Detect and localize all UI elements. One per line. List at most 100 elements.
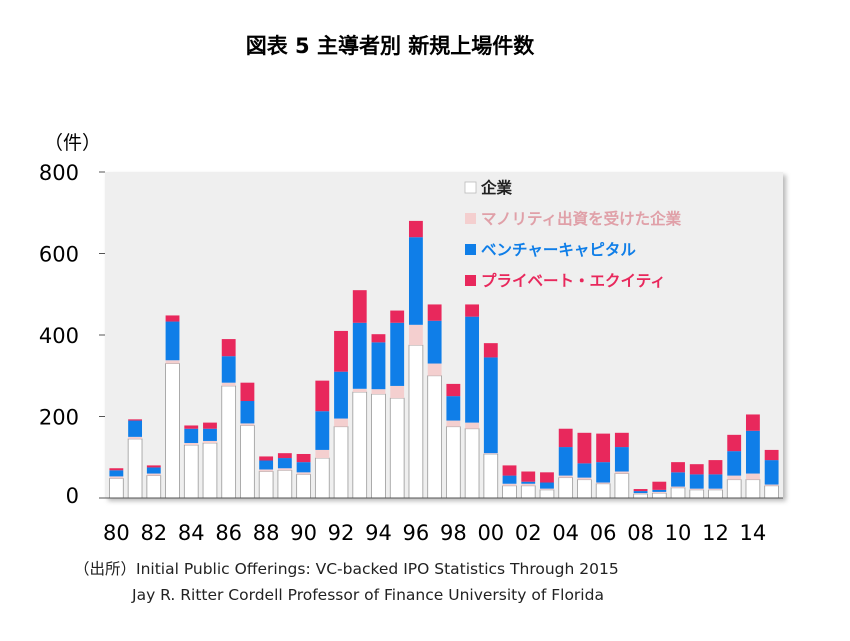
x-tick-label-02: 02 bbox=[515, 521, 542, 545]
bar-segment-12-s2 bbox=[708, 474, 723, 489]
x-tick-label-98: 98 bbox=[440, 521, 467, 545]
bar-segment-05-s0 bbox=[577, 479, 592, 499]
bar-segment-03-s0 bbox=[539, 489, 555, 499]
bar-segment-02-s2 bbox=[521, 481, 536, 484]
bar-segment-95-s1 bbox=[390, 385, 405, 399]
bar-segment-97-s2 bbox=[427, 320, 442, 364]
bar-segment-06-s3 bbox=[596, 433, 611, 463]
bar-segment-96-s3 bbox=[408, 220, 423, 238]
bar-segment-89-s1 bbox=[277, 468, 292, 471]
bar-segment-02-s3 bbox=[521, 471, 536, 482]
bar-segment-82-s3 bbox=[146, 465, 161, 468]
legend-label-2: ベンチャーキャピタル bbox=[481, 241, 636, 259]
bar-segment-98-s2 bbox=[446, 396, 461, 421]
bar-segment-03-s3 bbox=[540, 472, 554, 483]
bar-segment-86-s2 bbox=[221, 356, 236, 383]
bar-segment-87-s3 bbox=[240, 382, 255, 402]
bar-segment-15-s0 bbox=[764, 485, 779, 499]
bar-segment-11-s1 bbox=[689, 488, 704, 490]
bar-segment-00-s3 bbox=[483, 343, 498, 358]
x-tick-label-12: 12 bbox=[702, 521, 729, 545]
bar-segment-15-s3 bbox=[764, 449, 779, 461]
bar-segment-98-s1 bbox=[446, 420, 461, 427]
bar-segment-15-s1 bbox=[764, 484, 779, 486]
y-tick-label-400: 400 bbox=[39, 324, 79, 348]
bar-segment-07-s2 bbox=[614, 447, 629, 472]
bar-segment-93-s1 bbox=[352, 388, 367, 393]
bar-segment-14-s2 bbox=[745, 430, 760, 474]
bar-segment-93-s2 bbox=[352, 322, 367, 389]
bar-segment-91-s1 bbox=[315, 449, 330, 459]
bar-segment-85-s2 bbox=[203, 428, 217, 441]
bar-segment-91-s3 bbox=[315, 380, 330, 412]
bar-segment-82-s1 bbox=[146, 473, 161, 476]
bar-segment-92-s2 bbox=[334, 371, 348, 419]
bar-segment-05-s1 bbox=[577, 477, 592, 480]
bar-segment-06-s2 bbox=[596, 462, 611, 483]
bar-segment-06-s0 bbox=[595, 483, 611, 499]
bar-segment-95-s0 bbox=[389, 397, 405, 499]
legend-swatch-0 bbox=[464, 181, 477, 194]
x-tick-label-86: 86 bbox=[215, 521, 242, 545]
bar-segment-06-s1 bbox=[596, 482, 611, 484]
bar-segment-04-s2 bbox=[558, 447, 573, 476]
bar-segment-80-s2 bbox=[109, 470, 124, 477]
bar-segment-89-s0 bbox=[277, 469, 293, 499]
bar-segment-84-s0 bbox=[183, 444, 199, 499]
bar-segment-81-s0 bbox=[127, 438, 143, 499]
bar-segment-83-s2 bbox=[165, 321, 180, 361]
bar-segment-07-s3 bbox=[614, 432, 629, 448]
bar-segment-13-s2 bbox=[727, 451, 742, 476]
bar-segment-94-s0 bbox=[371, 393, 386, 499]
y-tick-label-800: 800 bbox=[39, 161, 79, 185]
bar-segment-81-s2 bbox=[128, 420, 143, 437]
legend-swatch-2 bbox=[465, 244, 476, 255]
bar-segment-94-s1 bbox=[371, 389, 386, 395]
bar-segment-01-s0 bbox=[502, 485, 517, 499]
x-tick-label-92: 92 bbox=[328, 521, 355, 545]
bar-segment-13-s1 bbox=[727, 475, 742, 480]
bar-segment-96-s1 bbox=[408, 324, 423, 346]
bar-segment-88-s1 bbox=[259, 469, 274, 472]
bar-segment-96-s2 bbox=[408, 237, 423, 325]
bar-segment-11-s3 bbox=[689, 464, 704, 475]
bar-segment-04-s3 bbox=[558, 428, 573, 448]
bar-segment-01-s1 bbox=[502, 483, 517, 486]
bar-segment-81-s1 bbox=[128, 436, 143, 439]
bar-segment-10-s1 bbox=[671, 486, 685, 488]
bar-segment-02-s0 bbox=[520, 485, 536, 499]
bar-segment-00-s2 bbox=[483, 357, 498, 454]
x-tick-label-94: 94 bbox=[365, 521, 392, 545]
bar-segment-12-s3 bbox=[708, 460, 723, 475]
bar-segment-07-s0 bbox=[614, 473, 630, 499]
bar-segment-01-s3 bbox=[502, 465, 517, 476]
bar-segment-86-s1 bbox=[221, 382, 236, 386]
x-tick-label-10: 10 bbox=[665, 521, 692, 545]
x-tick-label-90: 90 bbox=[290, 521, 317, 545]
bar-segment-09-s1 bbox=[652, 491, 667, 494]
legend-label-3: プライベート・エクイティ bbox=[481, 271, 666, 290]
bar-segment-95-s3 bbox=[390, 310, 405, 323]
bar-segment-09-s3 bbox=[652, 481, 667, 490]
x-tick-label-84: 84 bbox=[178, 521, 205, 545]
bar-segment-86-s3 bbox=[221, 339, 236, 357]
source-note: （出所）Initial Public Offerings: VC-backed … bbox=[74, 556, 619, 608]
legend-label-0: 企業 bbox=[480, 178, 513, 197]
source-line-1: （出所）Initial Public Offerings: VC-backed … bbox=[74, 560, 619, 578]
x-tick-label-06: 06 bbox=[590, 521, 617, 545]
bar-segment-94-s3 bbox=[371, 334, 386, 343]
bar-segment-03-s1 bbox=[540, 488, 554, 490]
bar-segment-85-s3 bbox=[203, 422, 217, 429]
bar-segment-85-s1 bbox=[203, 440, 217, 443]
bar-segment-97-s1 bbox=[427, 363, 442, 376]
x-tick-label-00: 00 bbox=[477, 521, 504, 545]
bar-segment-02-s1 bbox=[521, 483, 536, 486]
bar-segment-81-s3 bbox=[128, 419, 143, 421]
bar-segment-86-s0 bbox=[221, 385, 237, 499]
x-tick-label-88: 88 bbox=[253, 521, 280, 545]
bar-segment-12-s1 bbox=[708, 488, 723, 490]
x-tick-label-14: 14 bbox=[740, 521, 767, 545]
bar-segment-90-s0 bbox=[296, 473, 311, 499]
x-tick-label-82: 82 bbox=[140, 521, 167, 545]
bar-segment-15-s2 bbox=[764, 460, 779, 485]
